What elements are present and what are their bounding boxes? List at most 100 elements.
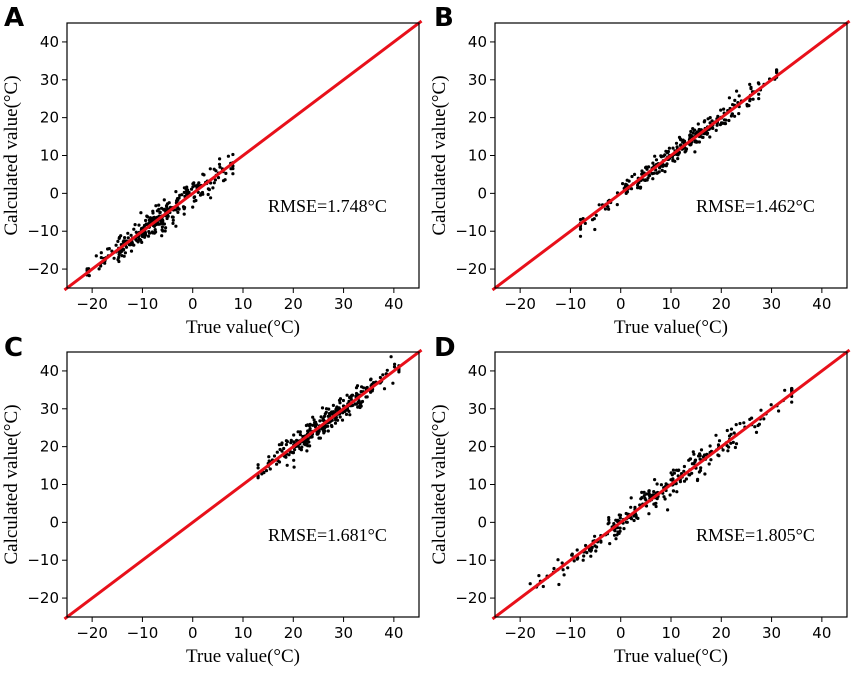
x-tick-label: 10 — [233, 295, 252, 313]
x-tick-label: 40 — [384, 295, 403, 313]
x-tick-label: 30 — [762, 295, 781, 313]
scatter-point — [132, 227, 136, 231]
panel-d: D −20 −10 0 10 20 30 40 −20 −10 0 10 20 30 40 True valu… — [429, 333, 851, 667]
scatter-point — [206, 187, 210, 191]
scatter-point — [698, 454, 702, 458]
x-tick-label: 20 — [712, 624, 731, 642]
scatter-point — [337, 406, 341, 410]
scatter-point — [315, 432, 319, 436]
scatter-point — [292, 440, 296, 444]
scatter-point — [347, 399, 351, 403]
scatter-point — [642, 494, 646, 498]
scatter-point — [278, 447, 282, 452]
scatter-point — [132, 243, 136, 247]
scatter-point — [364, 386, 369, 390]
scatter-point — [644, 165, 648, 169]
scatter-point — [164, 226, 168, 230]
y-tick-label: 0 — [49, 184, 59, 202]
scatter-point — [723, 122, 728, 126]
scatter-point — [391, 381, 395, 385]
y-tick-label: −10 — [27, 551, 59, 569]
scatter-point — [351, 403, 355, 407]
scatter-point — [692, 452, 696, 456]
scatter-point — [97, 267, 101, 271]
scatter-point — [178, 193, 182, 197]
scatter-point — [639, 497, 643, 501]
x-axis-label: True value(°C) — [186, 317, 300, 338]
scatter-point — [213, 178, 217, 182]
scatter-point — [160, 225, 164, 229]
scatter-point — [139, 211, 143, 215]
scatter-point — [697, 140, 702, 144]
scatter-point — [607, 518, 611, 522]
x-tick-label: −20 — [504, 295, 536, 313]
scatter-point — [708, 444, 712, 448]
scatter-point — [700, 135, 704, 139]
scatter-point — [630, 174, 634, 179]
scatter-point — [289, 438, 293, 442]
x-tick-label: 0 — [616, 624, 626, 642]
scatter-point — [256, 466, 260, 470]
scatter-point — [673, 159, 677, 163]
scatter-point — [702, 453, 707, 457]
scatter-point — [652, 490, 656, 494]
scatter-point — [607, 207, 611, 211]
scatter-point — [647, 489, 651, 493]
rmse-annotation: RMSE=1.748°C — [268, 196, 387, 216]
scatter-point — [146, 215, 150, 219]
scatter-point — [345, 393, 349, 397]
scatter-point — [790, 400, 794, 404]
scatter-point — [305, 449, 309, 453]
y-tick-label: −20 — [27, 589, 59, 607]
scatter-point — [177, 196, 181, 200]
scatter-point — [675, 145, 679, 149]
scatter-point — [299, 448, 303, 452]
scatter-point — [759, 408, 763, 412]
scatter-point — [155, 209, 159, 213]
scatter-point — [284, 455, 288, 459]
x-tick-label: −10 — [127, 295, 159, 313]
scatter-point — [268, 467, 272, 471]
scatter-point — [202, 173, 206, 177]
scatter-point — [730, 112, 735, 116]
scatter-point — [149, 219, 153, 223]
scatter-point — [707, 462, 711, 466]
y-axis-label: Calculated value(°C) — [1, 75, 22, 235]
scatter-point — [727, 434, 732, 438]
scatter-point — [647, 512, 651, 516]
scatter-point — [629, 496, 633, 500]
scatter-point — [581, 558, 585, 562]
scatter-point — [629, 517, 634, 521]
scatter-point — [699, 448, 704, 452]
scatter-point — [354, 386, 359, 390]
scatter-point — [99, 264, 103, 268]
scatter-point — [191, 182, 195, 186]
y-tick-label: 10 — [468, 476, 487, 494]
scatter-point — [724, 118, 728, 122]
scatter-point — [691, 131, 695, 135]
x-tick-label: 40 — [384, 624, 403, 642]
scatter-point — [717, 439, 722, 443]
scatter-point — [603, 207, 608, 211]
scatter-point — [392, 365, 397, 369]
scatter-point — [721, 448, 725, 452]
scatter-point — [275, 462, 279, 466]
scatter-point — [693, 460, 697, 464]
x-tick-label: 0 — [188, 295, 198, 313]
scatter-point — [176, 210, 180, 214]
scatter-point — [292, 465, 296, 469]
scatter-point — [154, 230, 158, 234]
scatter-point — [157, 222, 162, 226]
scatter-point — [382, 387, 387, 391]
scatter-point — [762, 417, 766, 421]
scatter-point — [691, 450, 695, 454]
scatter-point — [217, 162, 222, 166]
scatter-point — [189, 187, 194, 191]
scatter-point — [305, 442, 309, 446]
scatter-point — [193, 184, 197, 188]
scatter-point — [347, 409, 351, 413]
scatter-point — [218, 165, 222, 169]
scatter-point — [671, 468, 676, 472]
scatter-point — [643, 496, 647, 500]
scatter-point — [358, 404, 362, 408]
